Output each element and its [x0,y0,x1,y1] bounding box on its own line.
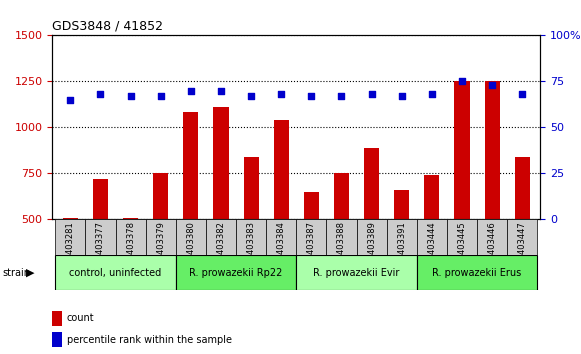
Point [397,93,406,99]
Text: GSM403383: GSM403383 [246,221,256,272]
Point [156,93,166,99]
Text: strain: strain [3,268,31,278]
FancyBboxPatch shape [176,219,206,255]
FancyBboxPatch shape [447,219,477,255]
FancyBboxPatch shape [206,219,236,255]
Text: GDS3848 / 41852: GDS3848 / 41852 [52,20,163,33]
Bar [485,81,500,312]
Bar [394,190,409,312]
Point [307,93,316,99]
Bar [184,112,198,312]
FancyBboxPatch shape [266,219,296,255]
Text: ▶: ▶ [26,268,35,278]
Bar [213,107,228,312]
Bar [334,173,349,312]
FancyBboxPatch shape [116,219,146,255]
Text: GSM403380: GSM403380 [187,221,195,272]
Point [277,91,286,97]
FancyBboxPatch shape [146,219,176,255]
Point [126,93,135,99]
Point [518,91,527,97]
Point [487,82,497,88]
Text: GSM403382: GSM403382 [217,221,225,272]
Text: GSM403388: GSM403388 [337,221,346,272]
Text: GSM403378: GSM403378 [126,221,135,272]
Point [427,91,436,97]
Bar [243,157,259,312]
Text: GSM403446: GSM403446 [487,221,497,272]
Text: GSM403445: GSM403445 [457,221,467,272]
Text: R. prowazekii Evir: R. prowazekii Evir [313,268,400,278]
Bar [52,332,62,347]
Point [216,88,225,93]
Text: GSM403444: GSM403444 [428,221,436,272]
Text: R. prowazekii Rp22: R. prowazekii Rp22 [189,268,283,278]
Point [66,97,75,103]
Bar [304,192,319,312]
Text: GSM403387: GSM403387 [307,221,316,272]
Point [337,93,346,99]
Bar [123,218,138,312]
Point [96,91,105,97]
FancyBboxPatch shape [55,219,85,255]
Bar [52,311,62,326]
Text: GSM403281: GSM403281 [66,221,75,272]
FancyBboxPatch shape [296,219,327,255]
Bar [63,218,78,312]
FancyBboxPatch shape [176,255,296,290]
Bar [454,81,469,312]
FancyBboxPatch shape [55,255,176,290]
Point [367,91,376,97]
Text: GSM403384: GSM403384 [277,221,286,272]
FancyBboxPatch shape [236,219,266,255]
Text: percentile rank within the sample: percentile rank within the sample [67,335,232,345]
Text: count: count [67,313,95,324]
Point [246,93,256,99]
Text: GSM403379: GSM403379 [156,221,165,272]
FancyBboxPatch shape [296,255,417,290]
FancyBboxPatch shape [507,219,537,255]
Bar [153,173,168,312]
FancyBboxPatch shape [85,219,116,255]
FancyBboxPatch shape [417,219,447,255]
FancyBboxPatch shape [477,219,507,255]
Bar [274,120,289,312]
Point [187,88,196,93]
Text: control, uninfected: control, uninfected [69,268,162,278]
FancyBboxPatch shape [417,255,537,290]
Bar [515,157,530,312]
Bar [424,175,439,312]
Point [457,79,467,84]
Text: GSM403389: GSM403389 [367,221,376,272]
Text: R. prowazekii Erus: R. prowazekii Erus [432,268,522,278]
Bar [93,179,108,312]
FancyBboxPatch shape [387,219,417,255]
Text: GSM403391: GSM403391 [397,221,406,272]
Text: GSM403377: GSM403377 [96,221,105,272]
Bar [364,148,379,312]
Text: GSM403447: GSM403447 [518,221,527,272]
FancyBboxPatch shape [357,219,387,255]
FancyBboxPatch shape [327,219,357,255]
